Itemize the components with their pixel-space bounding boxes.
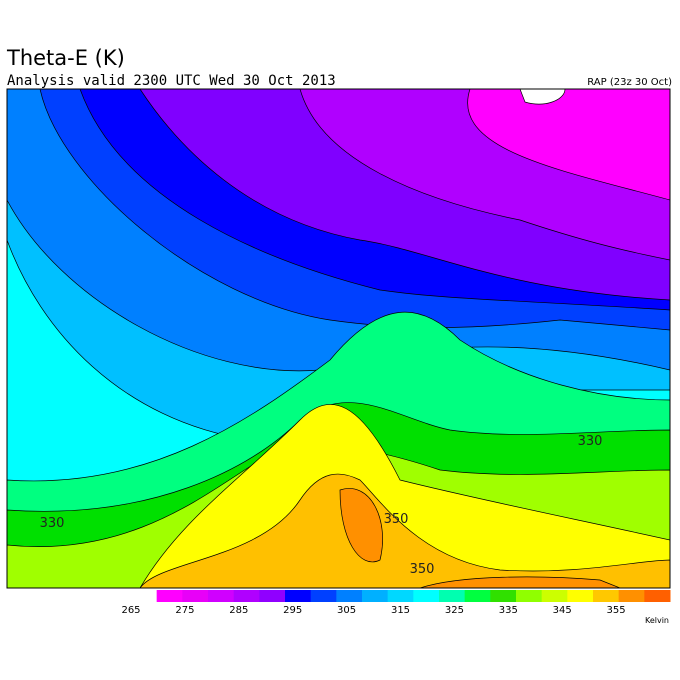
colorbar-swatch xyxy=(208,590,235,602)
colorbar-swatch xyxy=(439,590,466,602)
contour-label: 330 xyxy=(40,516,65,531)
colorbar-swatch xyxy=(413,590,440,602)
colorbar-swatch xyxy=(387,590,414,602)
colorbar-swatch xyxy=(285,590,312,602)
colorbar-swatch xyxy=(259,590,286,602)
colorbar-units: Kelvin xyxy=(645,616,669,625)
colorbar-swatch xyxy=(156,590,183,602)
title: Theta-E (K) xyxy=(6,46,125,70)
colorbar-label: 315 xyxy=(391,605,410,616)
contour-label: 350 xyxy=(384,512,409,527)
colorbar-label: 355 xyxy=(607,605,626,616)
colorbar-swatch xyxy=(516,590,543,602)
colorbar-swatch xyxy=(362,590,389,602)
colorbar-swatch xyxy=(336,590,363,602)
colorbar-swatch xyxy=(644,590,671,602)
colorbar-label: 265 xyxy=(121,605,140,616)
source: RAP (23z 30 Oct) xyxy=(587,77,672,88)
colorbar-swatch xyxy=(541,590,568,602)
colorbar-swatch xyxy=(310,590,337,602)
colorbar-label: 275 xyxy=(175,605,194,616)
colorbar-swatch xyxy=(182,590,209,602)
colorbar-label: 285 xyxy=(229,605,248,616)
colorbar-label: 325 xyxy=(445,605,464,616)
colorbar-swatch xyxy=(593,590,620,602)
colorbar-swatch xyxy=(618,590,645,602)
colorbar-swatch xyxy=(464,590,491,602)
colorbar-label: 335 xyxy=(499,605,518,616)
contour-label: 350 xyxy=(410,562,435,577)
colorbar-swatch xyxy=(131,590,158,602)
colorbar-label: 345 xyxy=(553,605,572,616)
colorbar-swatch xyxy=(233,590,260,602)
subtitle: Analysis valid 2300 UTC Wed 30 Oct 2013 xyxy=(7,73,336,89)
contour-label: 330 xyxy=(578,434,603,449)
map-frame xyxy=(6,88,671,589)
colorbar-label: 305 xyxy=(337,605,356,616)
map xyxy=(7,89,670,588)
colorbar-label: 295 xyxy=(283,605,302,616)
colorbar-swatch xyxy=(567,590,594,602)
colorbar-swatch xyxy=(490,590,517,602)
